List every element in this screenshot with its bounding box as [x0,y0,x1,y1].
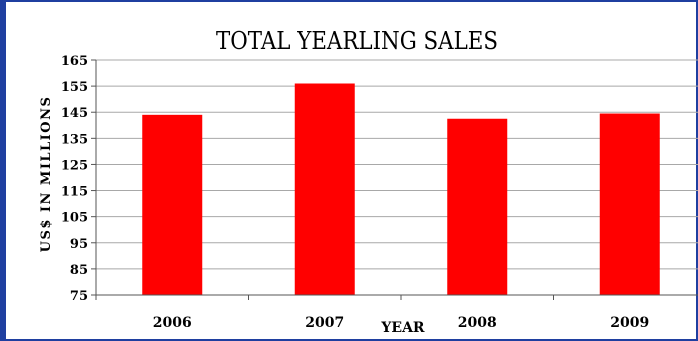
bar-2008 [447,118,508,295]
x-tick-label: 2006 [153,315,192,331]
bar-2006 [142,114,203,295]
y-tick-label: 105 [61,211,88,226]
y-axis-label: US$ IN MILLIONS [39,96,54,253]
x-tick-label: 2007 [305,315,344,331]
chart-title: TOTAL YEARLING SALES [216,27,498,55]
y-tick-label: 115 [61,185,88,200]
y-tick-label: 125 [61,158,88,173]
x-axis-label: YEAR [380,320,425,336]
x-tick-label: 2008 [458,315,497,331]
y-tick-label: 95 [70,237,88,252]
y-tick-label: 145 [61,106,88,121]
bar-2007 [294,83,355,295]
y-tick-label: 155 [61,80,88,95]
y-tick-label: 75 [70,289,88,304]
x-tick-label: 2009 [610,315,649,331]
y-tick-label: 85 [70,263,88,278]
y-tick-label: 135 [61,132,88,147]
y-tick-label: 165 [61,54,88,69]
bar-2009 [599,113,660,296]
